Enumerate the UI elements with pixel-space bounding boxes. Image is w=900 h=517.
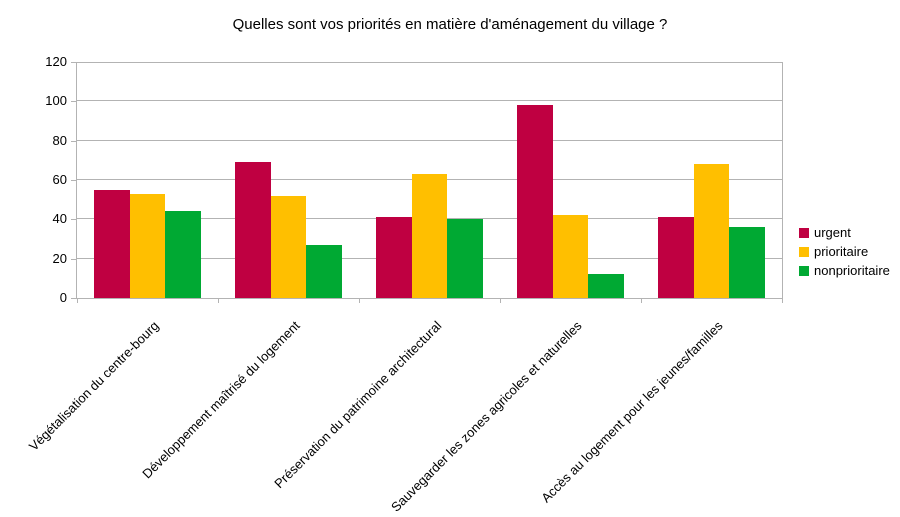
bar-prioritaire-4 — [693, 164, 730, 298]
bar-urgent-2 — [376, 217, 412, 298]
gridline-y-80 — [77, 139, 782, 141]
bar-prioritaire-0 — [129, 193, 166, 298]
legend-swatch-prioritaire — [799, 246, 809, 257]
y-axis-tick — [71, 258, 77, 260]
x-axis-tick — [77, 299, 78, 303]
x-axis-tick — [359, 299, 360, 303]
bar-nonprioritaire-2 — [447, 219, 483, 298]
bar-prioritaire-1 — [270, 195, 307, 298]
legend: urgent prioritaire nonprioritaire — [799, 226, 890, 277]
legend-item-urgent: urgent — [799, 226, 890, 239]
x-category-label: Végétalisation du centre-bourg — [26, 318, 163, 454]
y-axis-tick — [71, 140, 77, 142]
y-tick-label: 100 — [45, 93, 67, 109]
legend-item-nonprioritaire: nonprioritaire — [799, 264, 890, 277]
x-axis-tick — [782, 299, 783, 303]
y-axis-tick — [71, 101, 77, 103]
bar-nonprioritaire-0 — [165, 211, 201, 298]
x-category-label: Développement maîtrisé du logement — [139, 318, 304, 482]
bar-urgent-3 — [517, 105, 553, 298]
y-axis-tick — [71, 62, 77, 63]
gridline-y-120 — [77, 62, 782, 63]
legend-item-prioritaire: prioritaire — [799, 245, 890, 258]
y-tick-label: 20 — [52, 250, 67, 266]
bar-nonprioritaire-1 — [306, 244, 342, 298]
plot-area: 0 20 40 60 80 100 120 Végétalisation du centre-… — [26, 55, 783, 515]
bar-urgent-0 — [94, 189, 130, 298]
x-axis-tick — [218, 299, 219, 303]
bar-urgent-1 — [235, 162, 271, 298]
y-tick-label: 120 — [45, 54, 67, 69]
gridline-y-100 — [77, 100, 782, 102]
bar-prioritaire-2 — [411, 174, 448, 298]
legend-label-urgent: urgent — [814, 225, 851, 240]
y-tick-label: 0 — [59, 290, 67, 305]
y-axis-tick — [71, 219, 77, 221]
bar-urgent-4 — [658, 217, 694, 298]
legend-swatch-nonprioritaire — [799, 265, 809, 276]
chart-title: Quelles sont vos priorités en matière d'… — [232, 16, 668, 33]
y-tick-label: 60 — [52, 172, 67, 187]
bar-nonprioritaire-3 — [588, 274, 624, 298]
legend-label-prioritaire: prioritaire — [814, 244, 869, 259]
bar-nonprioritaire-4 — [729, 227, 765, 298]
y-tick-label: 40 — [52, 211, 67, 227]
y-axis-tick — [71, 298, 77, 299]
y-tick-label: 80 — [52, 132, 67, 148]
x-axis-tick — [641, 299, 642, 303]
x-category-label: Préservation du patrimoine architectural — [271, 318, 445, 492]
bar-prioritaire-3 — [552, 215, 589, 298]
legend-label-nonprioritaire: nonprioritaire — [814, 263, 890, 278]
x-axis-tick — [500, 299, 501, 303]
legend-swatch-urgent — [799, 227, 809, 238]
y-axis-tick — [71, 180, 77, 181]
